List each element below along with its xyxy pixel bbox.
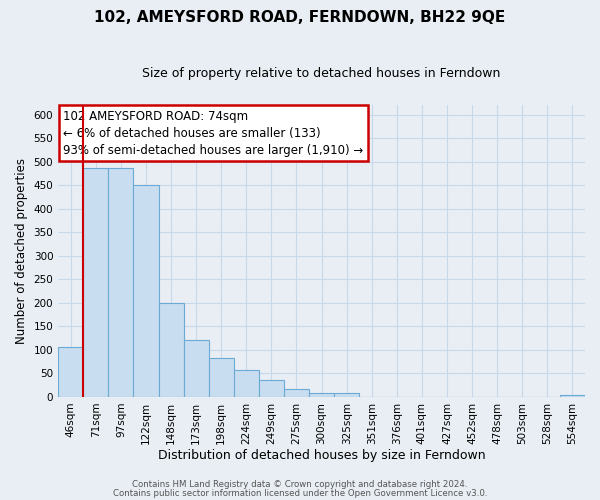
Y-axis label: Number of detached properties: Number of detached properties [15, 158, 28, 344]
Bar [58, 346, 83, 397]
Bar [158, 303, 184, 397]
Bar [209, 358, 234, 397]
Bar [83, 168, 109, 397]
Bar [560, 394, 585, 397]
Text: Contains public sector information licensed under the Open Government Licence v3: Contains public sector information licen… [113, 489, 487, 498]
Title: Size of property relative to detached houses in Ferndown: Size of property relative to detached ho… [142, 68, 501, 80]
Bar [133, 186, 158, 397]
Bar [259, 380, 284, 397]
X-axis label: Distribution of detached houses by size in Ferndown: Distribution of detached houses by size … [158, 450, 485, 462]
Bar [109, 168, 133, 397]
Text: 102 AMEYSFORD ROAD: 74sqm
← 6% of detached houses are smaller (133)
93% of semi-: 102 AMEYSFORD ROAD: 74sqm ← 6% of detach… [64, 110, 364, 156]
Bar [284, 390, 309, 397]
Bar [184, 340, 209, 397]
Bar [234, 370, 259, 397]
Bar [309, 393, 334, 397]
Text: Contains HM Land Registry data © Crown copyright and database right 2024.: Contains HM Land Registry data © Crown c… [132, 480, 468, 489]
Bar [334, 393, 359, 397]
Text: 102, AMEYSFORD ROAD, FERNDOWN, BH22 9QE: 102, AMEYSFORD ROAD, FERNDOWN, BH22 9QE [94, 10, 506, 25]
